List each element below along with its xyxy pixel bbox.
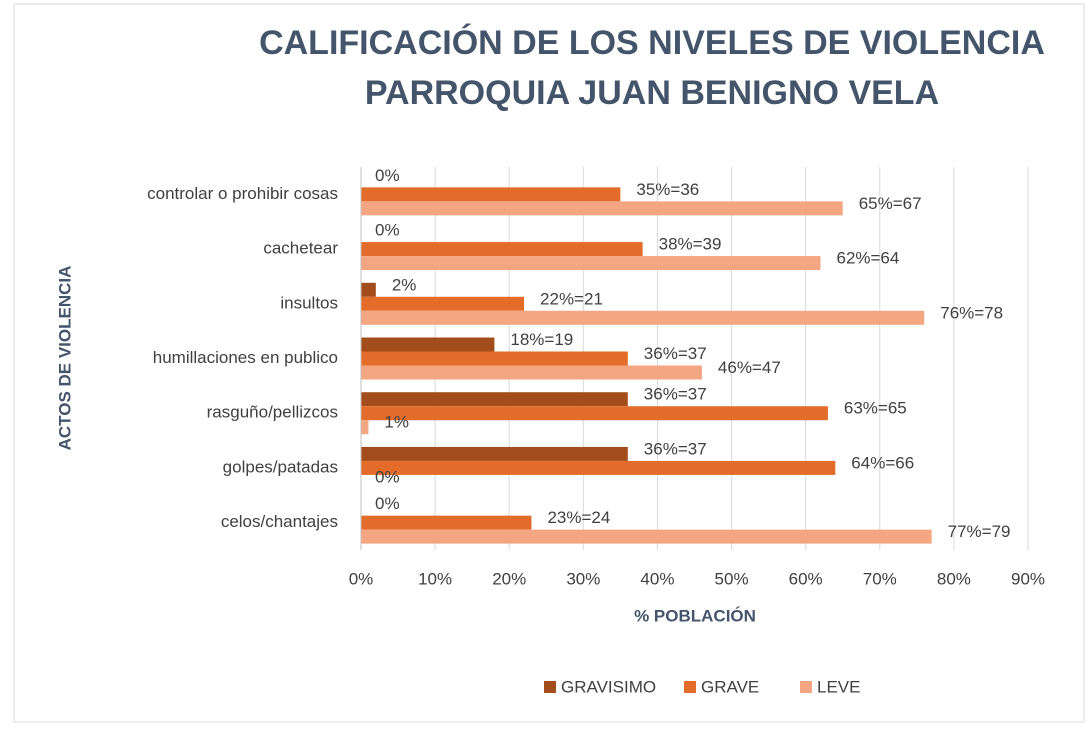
bar [361,529,932,544]
y-tick-label: humillaciones en publico [153,348,338,367]
x-tick-label: 0% [349,569,374,588]
y-tick-label: cachetear [263,239,338,258]
y-tick-label: controlar o prohibir cosas [147,184,338,203]
bar [361,282,376,297]
y-axis-title: ACTOS DE VIOLENCIA [55,266,74,451]
x-tick-label: 40% [640,569,674,588]
data-label: 0% [375,467,400,486]
data-label: 35%=36 [636,180,699,199]
x-tick-label: 90% [1011,569,1045,588]
x-tick-label: 20% [492,569,526,588]
data-label: 46%=47 [718,358,781,377]
data-label: 65%=67 [859,194,922,213]
data-label: 0% [375,494,400,513]
legend-label: LEVE [817,677,860,696]
legend-label: GRAVISIMO [561,677,656,696]
legend-swatch [544,681,556,693]
data-label: 36%=37 [644,439,707,458]
y-tick-label: rasguño/pellizcos [207,403,338,422]
bar [361,310,925,325]
legend-label: GRAVE [701,677,759,696]
data-label: 2% [392,275,417,294]
data-label: 62%=64 [836,249,899,268]
x-tick-label: 50% [715,569,749,588]
x-tick-label: 80% [937,569,971,588]
y-tick-label: insultos [280,293,338,312]
bar [361,365,702,380]
legend-swatch [800,681,812,693]
data-label: 38%=39 [659,235,722,254]
bar [361,256,821,271]
data-label: 77%=79 [948,522,1011,541]
data-label: 23%=24 [547,508,610,527]
data-label: 36%=37 [644,385,707,404]
data-label: 63%=65 [844,399,907,418]
bar [361,242,643,257]
x-tick-label: 70% [863,569,897,588]
chart-title: CALIFICACIÓN DE LOS NIVELES DE VIOLENCIA [259,24,1045,62]
data-label: 18%=19 [510,330,573,349]
bar [361,420,369,435]
data-label: 76%=78 [940,303,1003,322]
y-tick-label: celos/chantajes [221,512,338,531]
data-label: 1% [384,413,409,432]
bar [361,446,628,461]
bar [361,515,532,530]
x-tick-label: 60% [789,569,823,588]
data-label: 0% [375,221,400,240]
bar [361,392,628,407]
y-tick-label: golpes/patadas [223,457,338,476]
bar [361,337,495,352]
bar [361,406,828,421]
chart-title: PARROQUIA JUAN BENIGNO VELA [365,74,939,112]
x-tick-label: 30% [566,569,600,588]
bar [361,296,525,311]
bar [361,201,843,216]
bar [361,460,836,475]
bar [361,187,621,202]
data-label: 64%=66 [851,453,914,472]
bar [361,351,628,366]
data-label: 36%=37 [644,344,707,363]
data-label: 22%=21 [540,289,603,308]
legend-swatch [684,681,696,693]
x-tick-label: 10% [418,569,452,588]
x-axis-title: % POBLACIÓN [634,606,756,625]
data-label: 0% [375,166,400,185]
